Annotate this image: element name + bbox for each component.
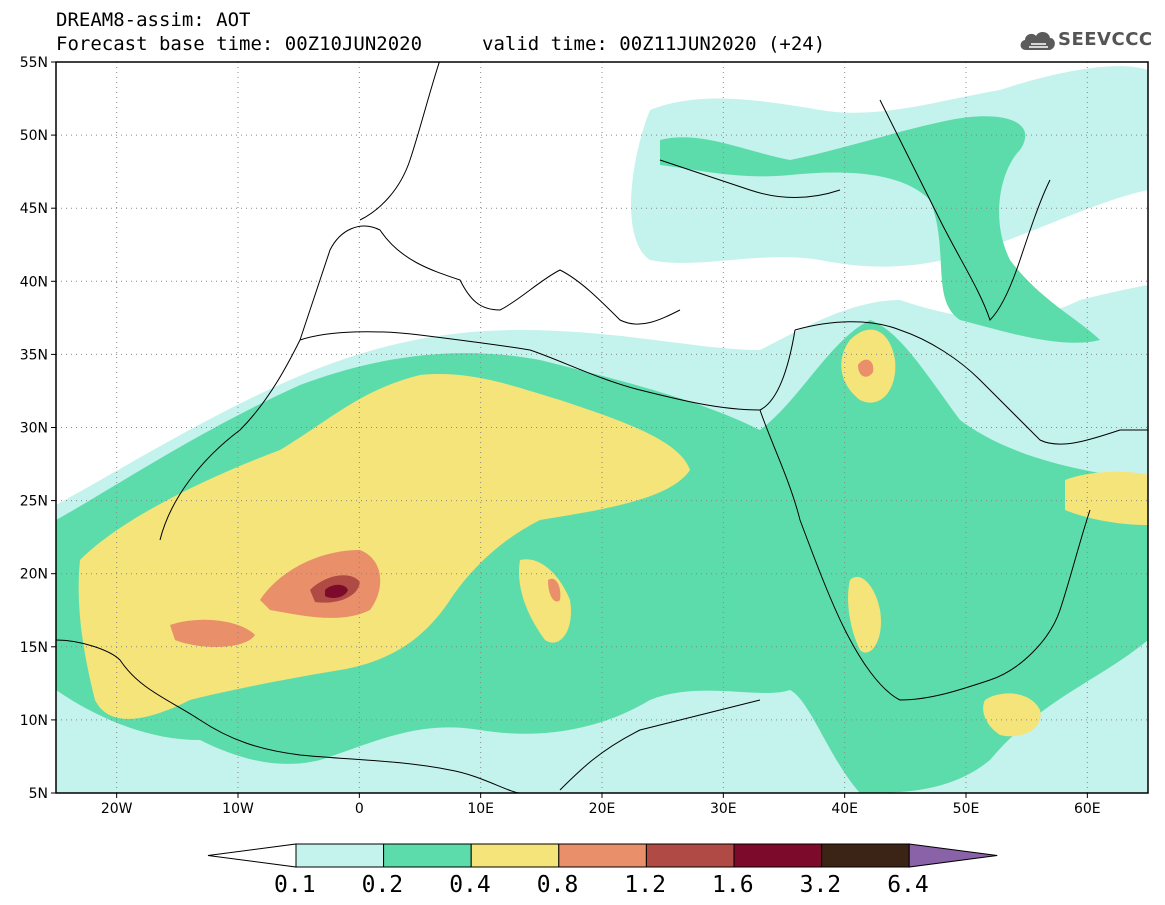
colorbar-level-label: 3.2 xyxy=(799,872,842,898)
logo-text: SEEVCCC xyxy=(1058,29,1153,50)
y-tick-label: 10N xyxy=(20,713,48,729)
y-tick-label: 50N xyxy=(20,128,48,144)
y-tick-label: 35N xyxy=(20,347,48,363)
x-tick-label: 50E xyxy=(953,801,980,817)
y-tick-label: 15N xyxy=(20,640,48,656)
colorbar-segment xyxy=(733,843,823,868)
colorbar-level-label: 0.8 xyxy=(536,872,579,898)
colorbar-segment xyxy=(645,843,735,868)
y-tick-label: 40N xyxy=(20,274,48,290)
colorbar-under-triangle xyxy=(207,843,297,868)
x-tick-label: 60E xyxy=(1074,801,1101,817)
colorbar-level-label: 0.4 xyxy=(449,872,491,898)
x-tick-label: 20W xyxy=(101,801,133,817)
colorbar-level-label: 1.2 xyxy=(624,872,666,898)
seevccc-logo: SEEVCCC xyxy=(1018,26,1158,56)
y-tick-label: 25N xyxy=(20,494,48,510)
aot-field xyxy=(56,66,1148,793)
x-tick-label: 30E xyxy=(710,801,737,817)
y-tick-label: 55N xyxy=(20,55,48,71)
x-tick-label: 0 xyxy=(355,801,364,817)
aot-level-1.6 xyxy=(325,584,348,598)
colorbar-level-label: 1.6 xyxy=(712,872,754,898)
map-title: DREAM8-assim: AOT xyxy=(56,9,251,31)
colorbar-level-label: 0.1 xyxy=(274,872,316,898)
colorbar-segment xyxy=(295,843,385,868)
cloud-icon xyxy=(1020,32,1055,50)
x-tick-label: 40E xyxy=(831,801,858,817)
y-axis: 55N 50N 45N 40N 35N 30N 25N 20N 15N 10N 5N xyxy=(20,55,56,802)
colorbar-segment xyxy=(470,843,560,868)
coastlines xyxy=(56,62,1148,793)
colorbar-segment xyxy=(558,843,647,868)
colorbar-level-label: 6.4 xyxy=(887,872,929,898)
x-axis: 20W 10W 0 10E 20E 30E 40E 50E 60E xyxy=(101,793,1101,817)
valid-time: valid time: 00Z11JUN2020 (+24) xyxy=(482,33,826,55)
colorbar-segment xyxy=(383,843,472,868)
colorbar-over-triangle xyxy=(908,843,998,868)
x-tick-label: 10E xyxy=(467,801,494,817)
forecast-base-time: Forecast base time: 00Z10JUN2020 xyxy=(56,33,423,55)
y-tick-label: 5N xyxy=(29,786,48,802)
y-tick-label: 20N xyxy=(20,567,48,583)
colorbar-level-label: 0.2 xyxy=(361,872,404,898)
y-tick-label: 45N xyxy=(20,201,48,217)
lat-lon-grid xyxy=(56,62,1148,793)
x-tick-label: 20E xyxy=(589,801,616,817)
y-tick-label: 30N xyxy=(20,421,48,437)
x-tick-label: 10W xyxy=(222,801,254,817)
colorbar-segment xyxy=(821,843,910,868)
